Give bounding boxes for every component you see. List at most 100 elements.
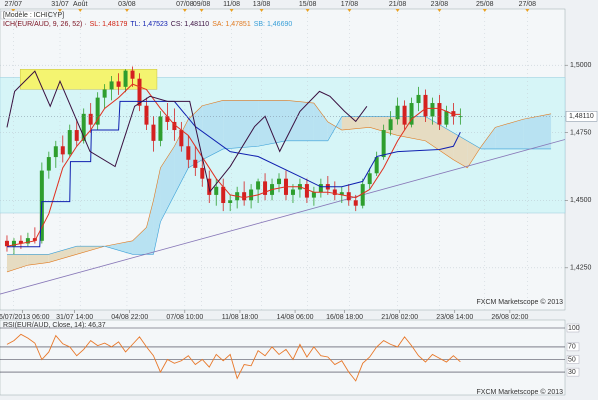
- candle-body: [123, 70, 128, 87]
- top-tick-label: 07/08: [176, 1, 194, 8]
- cloud-line: [6, 100, 552, 273]
- candle-body: [53, 146, 58, 158]
- indicator-item: SL: 1,48179: [90, 21, 128, 28]
- x-tick-label: 31/07 14:00: [56, 314, 93, 321]
- candle-body: [46, 157, 51, 171]
- top-tick-marker: [259, 9, 264, 12]
- candle-body: [339, 192, 344, 195]
- cloud-segment: [6, 254, 28, 272]
- watermark: FXCM Marketscope © 2013: [477, 388, 564, 396]
- price-label: 1,48110: [569, 113, 594, 120]
- candle-body: [353, 200, 358, 206]
- top-tick-label: 03/08: [118, 1, 136, 8]
- indicator-item: ICH(EUR/AUD, 9, 26, 52) ·: [3, 21, 87, 28]
- highlight-box: [19, 69, 158, 90]
- candle-body: [423, 94, 428, 117]
- top-tick-marker: [525, 9, 530, 12]
- watermark: FXCM Marketscope © 2013: [477, 298, 564, 306]
- y-tick-label: 70: [568, 344, 576, 351]
- top-tick-label: 27/08: [519, 1, 537, 8]
- top-tick-label: 31/07: [51, 1, 69, 8]
- candle-body: [444, 111, 449, 125]
- candle-body: [179, 130, 184, 147]
- top-tick-marker: [124, 9, 129, 12]
- candle-body: [221, 186, 226, 204]
- x-tick-label: 11/08 18:00: [222, 314, 259, 321]
- y-tick-label: 1,4250: [570, 265, 592, 272]
- top-tick-marker: [199, 9, 204, 12]
- indicator-item: SA: 1,47851: [212, 21, 251, 28]
- candle-body: [11, 240, 16, 247]
- candle-body: [25, 238, 30, 244]
- top-tick-marker: [437, 9, 442, 12]
- top-tick-label: 15/08: [299, 1, 317, 8]
- candle-body: [18, 240, 23, 244]
- x-tick-label: 23/08 14:00: [436, 314, 473, 321]
- cloud-segment: [453, 132, 468, 168]
- candle-body: [228, 200, 233, 204]
- top-tick-label: 23/08: [431, 1, 449, 8]
- cloud-segment: [132, 227, 147, 255]
- candle-body: [60, 146, 65, 155]
- candle-body: [32, 238, 37, 241]
- cloud-segment: [223, 100, 259, 149]
- candle-body: [102, 89, 107, 98]
- rsi-panel: [0, 319, 566, 396]
- x-tick-label: 21/08 02:00: [381, 314, 418, 321]
- candle-body: [242, 192, 247, 201]
- cloud-segment: [160, 146, 175, 222]
- candle-body: [74, 130, 79, 141]
- x-tick-label: 07/08 10:00: [166, 314, 203, 321]
- top-tick-label: 17/08: [341, 1, 359, 8]
- candle-body: [109, 81, 114, 90]
- candle-body: [395, 105, 400, 120]
- top-tick-marker: [78, 9, 83, 12]
- candle-body: [402, 105, 407, 125]
- x-tick-label: 04/08 22:00: [111, 314, 148, 321]
- legend-bg: [0, 10, 50, 20]
- candle-body: [409, 103, 414, 125]
- cloud-segment: [467, 140, 482, 168]
- candle-body: [360, 184, 365, 206]
- candle-body: [256, 181, 261, 190]
- top-tick-marker: [229, 9, 234, 12]
- top-tick-marker: [305, 9, 310, 12]
- candle-body: [290, 189, 295, 195]
- price-box: [565, 111, 598, 122]
- candle-body: [388, 119, 393, 131]
- candle-body: [430, 103, 435, 117]
- cloud-segment: [174, 119, 189, 195]
- trendline: [0, 139, 566, 295]
- candle-body: [172, 121, 177, 131]
- candle-body: [332, 189, 337, 195]
- top-tick-label: 09/08: [193, 1, 211, 8]
- cloud-segment: [258, 100, 286, 147]
- price-chart: 1,5000 1,4750 1,4500 1,4250 26/07/2013 06:00…: [0, 1, 598, 321]
- indicator-legend: ICH(EUR/AUD, 9, 26, 52) · SL: 1,48179 TL: …: [3, 21, 292, 28]
- cloud-segment: [481, 127, 496, 149]
- rsi-line: [6, 333, 461, 382]
- candle-body: [263, 181, 268, 195]
- candle-body: [186, 146, 191, 160]
- x-tick-label: 26/08 02:00: [491, 314, 528, 321]
- indicator-item: TL: 1,47523: [130, 21, 167, 28]
- cloud-segment: [341, 116, 370, 131]
- candle-body: [137, 78, 142, 106]
- top-tick-label: 11/08: [223, 1, 240, 8]
- rsi-chart: 100 70 50 30 RSI(EUR/AUD, Close, 14): 46,37 F…: [0, 322, 580, 396]
- candle-body: [193, 159, 198, 168]
- cloud-segment: [285, 100, 314, 141]
- cloud-segment: [48, 246, 77, 263]
- cloud-segment: [313, 103, 328, 141]
- y-tick-box: [566, 355, 580, 364]
- cloud-segment: [27, 254, 49, 266]
- candle-body: [304, 184, 309, 198]
- candle-body: [67, 130, 72, 155]
- candle-body: [458, 116, 463, 118]
- indicator-line: [6, 70, 368, 193]
- y-tick-label: 1,5000: [570, 62, 592, 69]
- y-tick-label: 30: [568, 369, 576, 376]
- top-tick-label: 27/07: [4, 1, 22, 8]
- top-tick-marker: [395, 9, 400, 12]
- cloud-line: [6, 116, 552, 255]
